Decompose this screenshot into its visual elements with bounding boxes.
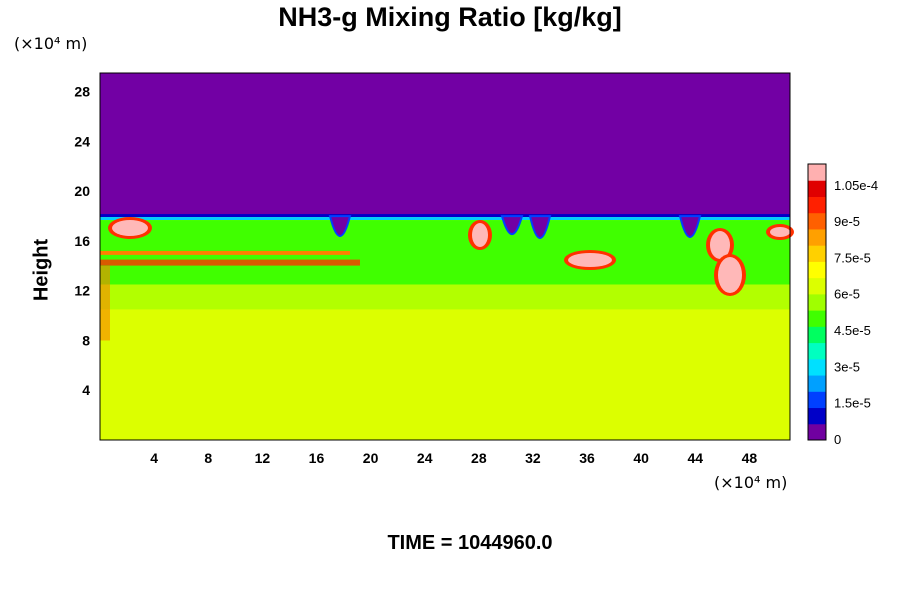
colorbar-tick-label: 6e-5 xyxy=(834,287,860,302)
y-tick-label: 4 xyxy=(82,382,90,398)
colorbar-tick-label: 7.5e-5 xyxy=(834,250,871,265)
colorbar-swatch xyxy=(808,391,826,409)
plot-frame xyxy=(99,72,791,441)
colorbar-swatch xyxy=(808,228,826,246)
peak-blob xyxy=(710,231,730,259)
y-tick-label: 20 xyxy=(74,183,90,199)
colorbar-swatch xyxy=(808,293,826,311)
peak-blob xyxy=(718,257,742,293)
colorbar-frame xyxy=(807,163,827,441)
colorbar-tick-label: 1.5e-5 xyxy=(834,396,871,411)
colorbar-swatch xyxy=(808,212,826,230)
x-tick-label: 8 xyxy=(204,450,212,466)
colorbar-swatch xyxy=(808,261,826,279)
intrusion xyxy=(678,215,702,238)
colorbar-swatch xyxy=(808,164,826,181)
upper-layer xyxy=(100,73,790,217)
heatmap-field xyxy=(99,72,794,441)
streak-band xyxy=(100,250,350,255)
colorbar: 0 1.5e-5 3e-5 4.5e-5 6e-5 7.5e-5 9e-5 1.05e-4 xyxy=(807,163,878,447)
colorbar-swatch xyxy=(808,407,826,425)
colorbar-tick-label: 3e-5 xyxy=(834,359,860,374)
colorbar-swatch xyxy=(808,326,826,344)
y-tick-label: 24 xyxy=(74,133,90,149)
x-tick-label: 12 xyxy=(255,450,271,466)
y-tick-label: 12 xyxy=(74,283,90,299)
y-tick-label: 8 xyxy=(82,332,90,348)
y-axis-multiplier: (×10⁴ m) xyxy=(14,34,88,53)
intrusion xyxy=(528,215,552,239)
boundary-blue xyxy=(100,214,790,218)
peak-blob xyxy=(112,220,148,236)
boundary-cyan xyxy=(100,217,790,221)
x-tick-label: 4 xyxy=(150,450,158,466)
colorbar-tick-label: 1.05e-4 xyxy=(834,178,878,193)
colorbar-swatch xyxy=(808,180,826,197)
intrusion xyxy=(328,215,352,238)
x-tick-label: 28 xyxy=(471,450,487,466)
x-tick-label: 36 xyxy=(579,450,595,466)
colorbar-tick-label: 0 xyxy=(834,432,841,447)
chart-title: NH3-g Mixing Ratio [kg/kg] xyxy=(278,2,622,32)
colorbar-swatch xyxy=(808,196,826,214)
colorbar-swatch xyxy=(808,375,826,392)
colorbar-swatch xyxy=(808,342,826,360)
peak-blob xyxy=(568,253,612,267)
colorbar-swatch xyxy=(808,245,826,262)
x-tick-label: 48 xyxy=(742,450,758,466)
colorbar-swatch xyxy=(808,310,826,327)
peak-blob xyxy=(770,227,790,237)
x-tick-label: 32 xyxy=(525,450,541,466)
y-tick-label: 16 xyxy=(74,233,90,249)
x-tick-label: 40 xyxy=(633,450,649,466)
y-tick-label: 28 xyxy=(74,84,90,100)
colorbar-tick-label: 9e-5 xyxy=(834,214,860,229)
x-tick-label: 24 xyxy=(417,450,433,466)
peak-blob xyxy=(472,223,488,247)
mixing-fade xyxy=(100,284,790,310)
x-tick-label: 44 xyxy=(688,450,704,466)
colorbar-swatch xyxy=(808,423,826,441)
y-axis-ticks: 4 8 12 16 20 24 28 xyxy=(74,84,90,399)
colorbar-swatch xyxy=(808,277,826,295)
edge-streak xyxy=(100,265,110,341)
intrusion xyxy=(500,215,524,236)
streak-band-2 xyxy=(100,259,360,266)
colorbar-tick-label: 4.5e-5 xyxy=(834,323,871,338)
time-label: TIME = 1044960.0 xyxy=(387,532,553,554)
colorbar-swatch xyxy=(808,358,826,376)
x-axis-ticks: 4 8 12 16 20 24 28 32 36 40 44 48 xyxy=(150,450,757,466)
x-axis-multiplier: (×10⁴ m) xyxy=(714,473,788,492)
x-tick-label: 20 xyxy=(363,450,379,466)
x-tick-label: 16 xyxy=(309,450,325,466)
